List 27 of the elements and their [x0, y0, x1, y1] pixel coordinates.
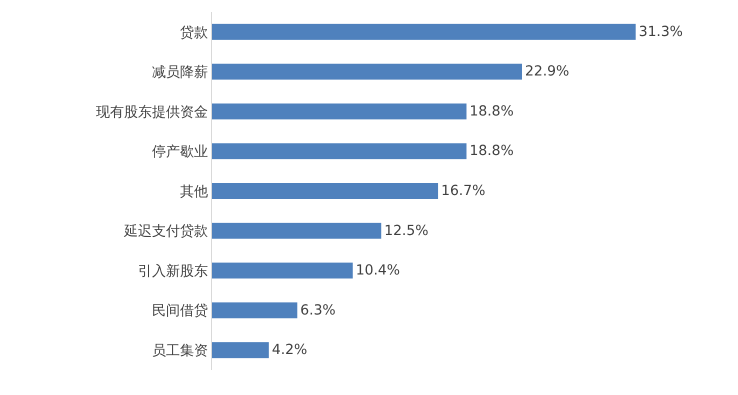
- data-label: 6.3%: [300, 302, 336, 318]
- bar: [212, 342, 269, 358]
- y-tick-label: 贷款: [180, 24, 208, 41]
- data-label: 12.5%: [384, 222, 428, 239]
- data-label: 18.8%: [470, 103, 514, 120]
- data-label: 31.3%: [638, 24, 683, 40]
- data-label: 4.2%: [272, 342, 308, 358]
- y-tick-label: 延迟支付贷款: [123, 224, 208, 240]
- y-tick-label: 民间借贷: [152, 303, 208, 320]
- y-tick-label: 引入新股东: [138, 263, 208, 280]
- bar: [212, 262, 353, 279]
- bar: [212, 24, 636, 40]
- bar: [212, 143, 466, 160]
- y-tick-label: 其他: [180, 184, 208, 200]
- bar: [212, 64, 522, 80]
- data-label: 22.9%: [525, 64, 570, 80]
- data-label: 16.7%: [441, 182, 486, 199]
- y-tick-label: 员工集资: [152, 343, 208, 360]
- data-label: 18.8%: [470, 143, 514, 160]
- y-tick-label: 现有股东提供资金: [96, 104, 208, 120]
- bar: [212, 302, 298, 318]
- data-label: 10.4%: [356, 262, 400, 279]
- bar: [212, 183, 438, 199]
- y-tick-label: 停产歇业: [152, 144, 208, 160]
- y-tick-label: 减员降薪: [152, 64, 208, 81]
- bar: [212, 222, 382, 239]
- bar: [212, 103, 466, 120]
